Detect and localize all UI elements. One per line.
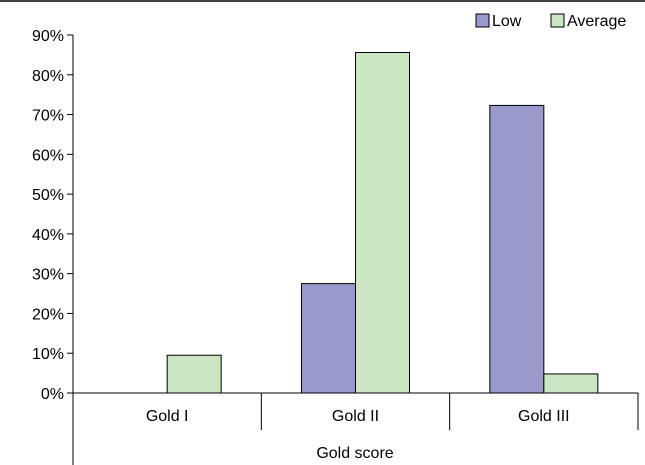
x-tick-label: Gold II [332, 408, 379, 425]
x-axis-label: Gold score [316, 445, 393, 462]
bar-average-3 [543, 373, 599, 394]
bar-average-1 [166, 354, 222, 394]
bar-average-2 [355, 52, 410, 394]
y-tick-label: 60% [32, 147, 64, 164]
y-tick-label: 20% [32, 306, 64, 323]
x-axis: Gold I Gold II Gold III [73, 392, 639, 430]
y-tick-label: 70% [32, 108, 64, 125]
legend-swatch-low [475, 13, 490, 28]
y-tick-label: 50% [32, 187, 64, 204]
bar-low-2 [301, 283, 356, 394]
bar-low-3 [489, 104, 545, 394]
x-tick-label: Gold III [518, 408, 570, 425]
y-tick-label: 40% [32, 227, 64, 244]
legend-label-low: Low [492, 13, 522, 30]
y-tick-label: 90% [32, 28, 64, 45]
y-tick-label: 80% [32, 68, 64, 85]
y-tick-label: 0% [41, 386, 64, 403]
y-tick-label: 30% [32, 267, 64, 284]
legend: Low Average [475, 13, 626, 30]
legend-swatch-average [550, 13, 565, 28]
legend-label-average: Average [567, 13, 626, 30]
y-axis: 0% 10% 20% 30% 40% 50% 60% 70% 80% 90% [32, 28, 74, 465]
bars [166, 52, 599, 394]
y-tick-label: 10% [32, 346, 64, 363]
x-tick-label: Gold I [146, 408, 189, 425]
